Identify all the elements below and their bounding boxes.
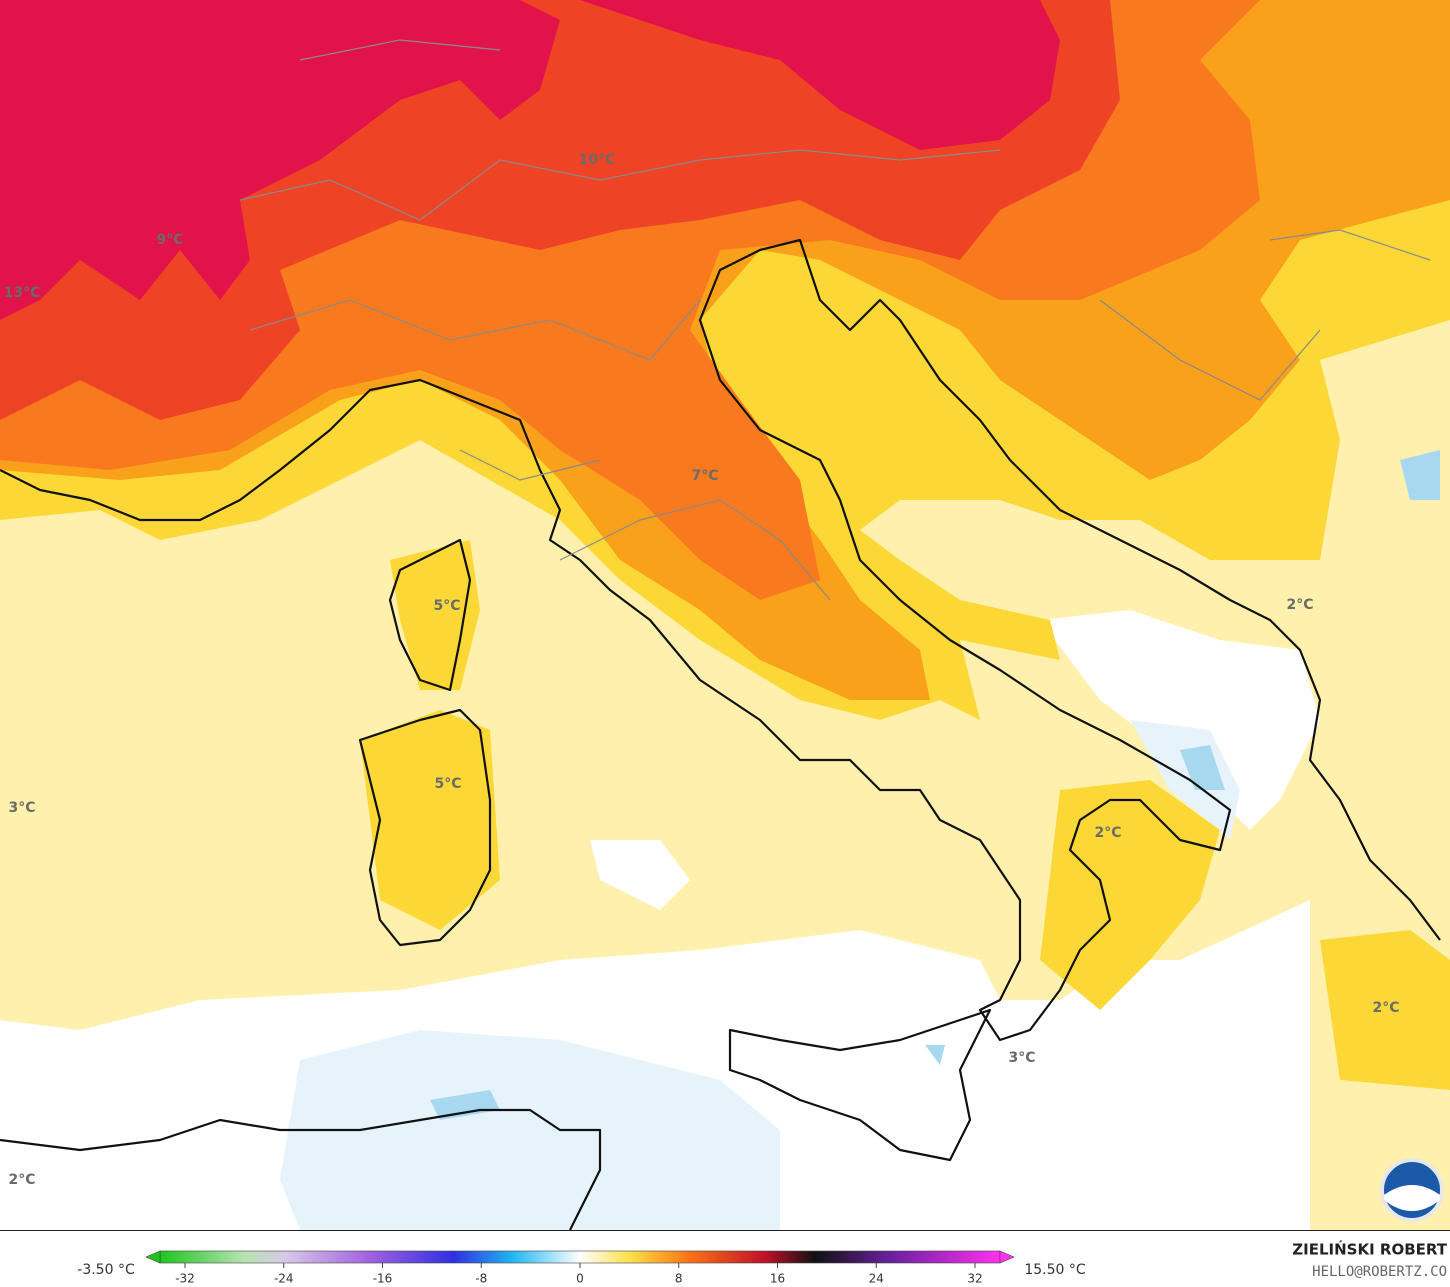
colorbar-tick-label: 0 <box>576 1272 584 1286</box>
colorbar-tick-label: -8 <box>475 1272 487 1286</box>
map-label: 2°C <box>1372 1000 1399 1016</box>
map-label: 3°C <box>1008 1050 1035 1066</box>
map-label: 5°C <box>434 776 461 792</box>
colorbar-min-label: -3.50 °C <box>77 1262 135 1278</box>
contact: HELLO@ROBERTZ.CO <box>1312 1264 1447 1280</box>
map-label: 9°C <box>156 232 183 248</box>
colorbar-tick-label: 24 <box>869 1272 884 1286</box>
colorbar-tick-label: -32 <box>175 1272 195 1286</box>
author: ZIELIŃSKI ROBERT <box>1292 1240 1447 1259</box>
map-label: 5°C <box>433 598 460 614</box>
colorbar-tick-label: 16 <box>770 1272 785 1286</box>
colorbar-tick-label: -16 <box>373 1272 393 1286</box>
map-label: 2°C <box>1286 597 1313 613</box>
colorbar-max-label: 15.50 °C <box>1024 1262 1086 1278</box>
map-label: 2°C <box>8 1172 35 1188</box>
colorbar-tick-label: 32 <box>967 1272 982 1286</box>
colorbar: -3.50 °C 15.50 °C -32 -24 -16 -8 0 8 16 24 32 <box>77 1250 1086 1286</box>
map <box>0 0 1450 1231</box>
map-label: 7°C <box>691 468 718 484</box>
colorbar-tick-label: 8 <box>675 1272 683 1286</box>
map-label: 3°C <box>8 800 35 816</box>
colorbar-tick-label: -24 <box>274 1272 294 1286</box>
map-label: 13°C <box>4 285 41 301</box>
map-label: 10°C <box>579 152 616 168</box>
map-labels: 13°C 9°C 10°C 7°C 5°C 5°C 3°C 2°C 2°C 3°… <box>4 152 1400 1188</box>
map-label: 2°C <box>1094 825 1121 841</box>
